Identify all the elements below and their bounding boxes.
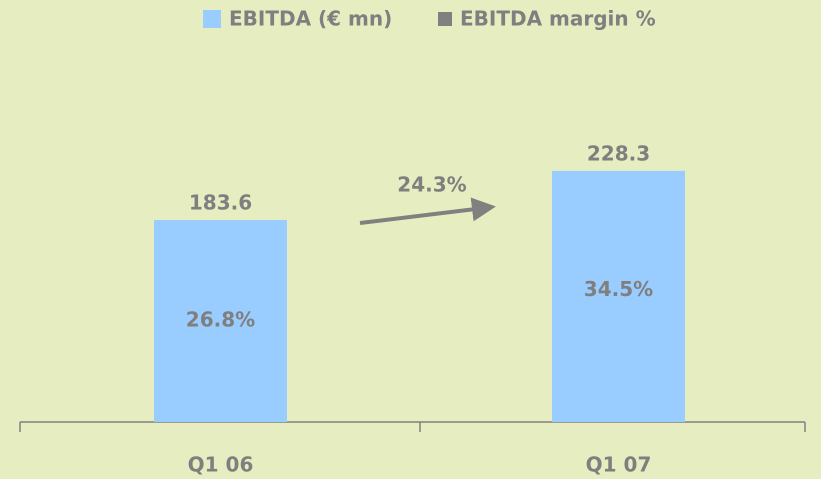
bar bbox=[154, 220, 287, 422]
value-label: 228.3 bbox=[587, 141, 650, 165]
x-tick-label: Q1 06 bbox=[188, 453, 254, 477]
x-tick-label: Q1 07 bbox=[586, 453, 652, 477]
margin-label: 26.8% bbox=[186, 308, 255, 332]
bar bbox=[552, 170, 685, 422]
legend-label: EBITDA margin % bbox=[460, 7, 656, 31]
value-label: 183.6 bbox=[189, 191, 252, 215]
growth-annotation: 24.3% bbox=[397, 173, 466, 197]
growth-arrow bbox=[359, 197, 496, 225]
legend-swatch bbox=[203, 10, 221, 28]
legend-label: EBITDA (€ mn) bbox=[229, 7, 392, 31]
legend-swatch bbox=[438, 12, 452, 26]
margin-label: 34.5% bbox=[584, 277, 653, 301]
